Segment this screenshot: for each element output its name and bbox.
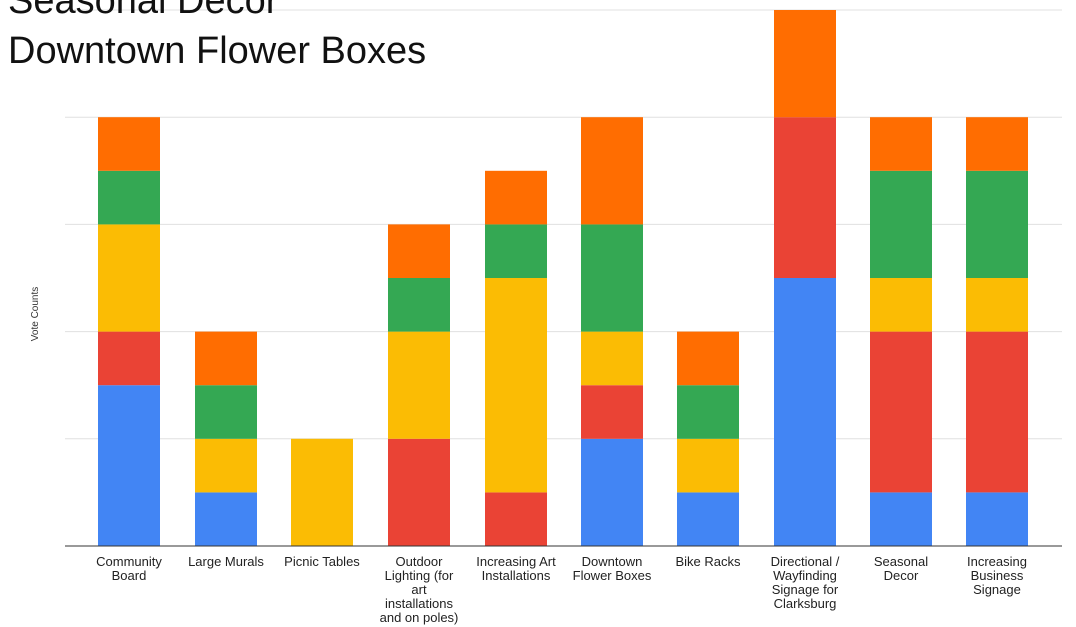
bar-segment — [98, 117, 160, 171]
bar-segment — [195, 438, 257, 493]
y-axis-label: Vote Counts — [30, 287, 41, 341]
bar-segment — [677, 438, 739, 493]
bar-segment — [677, 492, 739, 546]
bar-segment — [774, 10, 836, 118]
bars — [98, 10, 1028, 546]
bar-segment — [388, 331, 450, 439]
bar-segment — [870, 331, 932, 493]
overlay-title-line-2: Downtown Flower Boxes — [8, 30, 427, 72]
bar-segment — [195, 331, 257, 386]
bar-segment — [870, 492, 932, 546]
bar-segment — [677, 385, 739, 439]
bar-segment — [581, 117, 643, 225]
bar-segment — [485, 492, 547, 546]
bar-segment — [98, 385, 160, 546]
bar-segment — [966, 278, 1028, 332]
bar-segment — [870, 170, 932, 278]
bar-segment — [774, 278, 836, 546]
bar-segment — [581, 331, 643, 386]
bar-segment — [966, 117, 1028, 171]
x-tick-label: Increasing Art Installations — [476, 554, 556, 583]
x-tick-label: Community Board — [96, 554, 162, 583]
bar-segment — [966, 331, 1028, 493]
x-tick-label: Outdoor Lighting (for art installations and … — [380, 554, 459, 625]
x-tick-label: Increasing Business Signage — [967, 554, 1027, 597]
category-labels: Community Board Large Murals Picnic Tables O… — [96, 554, 1027, 625]
bar-segment — [388, 278, 450, 332]
bar-segment — [870, 117, 932, 171]
bar-segment — [195, 492, 257, 546]
bar-segment — [388, 438, 450, 546]
x-tick-label: Bike Racks — [675, 554, 741, 569]
bar-segment — [581, 385, 643, 439]
bar-segment — [966, 492, 1028, 546]
bar-segment — [774, 117, 836, 278]
bar-segment — [870, 278, 932, 332]
bar-segment — [98, 224, 160, 332]
bar-segment — [581, 438, 643, 546]
bar-segment — [966, 170, 1028, 278]
bar-segment — [195, 385, 257, 439]
bar-segment — [485, 170, 547, 225]
x-tick-label: Seasonal Decor — [874, 554, 928, 583]
bar-segment — [98, 331, 160, 386]
x-tick-label: Directional / Wayfinding Signage for Clarks… — [771, 554, 840, 611]
bar-segment — [98, 170, 160, 225]
x-tick-label: Large Murals — [188, 554, 264, 569]
x-tick-label: Downtown Flower Boxes — [573, 554, 652, 583]
bar-segment — [485, 224, 547, 278]
overlay-title-line-1: Seasonal Decor — [8, 0, 279, 22]
bar-segment — [291, 438, 353, 546]
bar-segment — [388, 224, 450, 278]
x-tick-label: Picnic Tables — [284, 554, 360, 569]
bar-segment — [677, 331, 739, 386]
bar-segment — [485, 278, 547, 493]
bar-segment — [581, 224, 643, 332]
